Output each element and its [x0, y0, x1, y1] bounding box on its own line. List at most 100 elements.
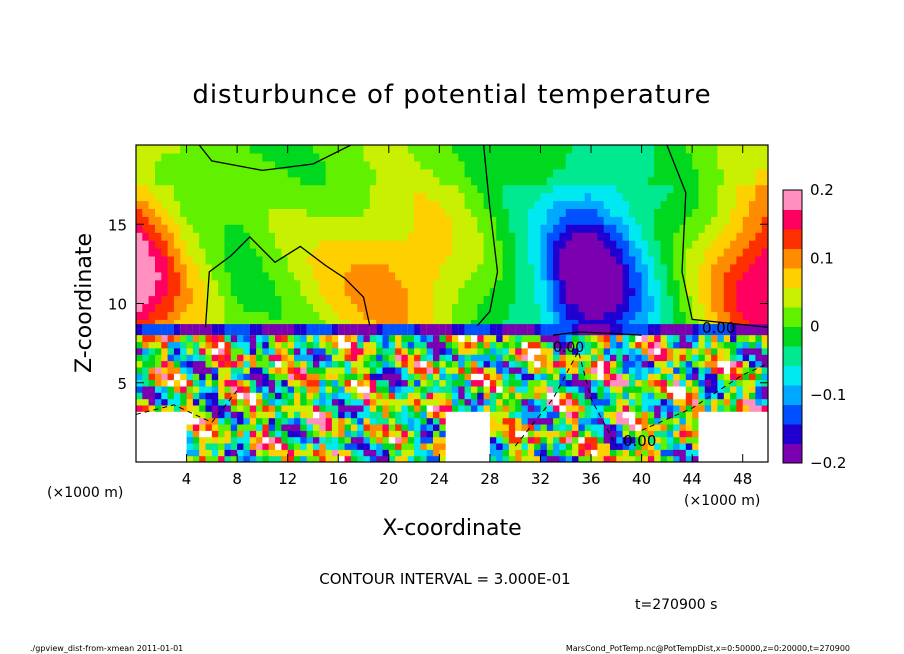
lower-layer-cell [452, 392, 459, 400]
lower-layer-cell [300, 449, 308, 457]
lower-layer-cell [357, 385, 365, 393]
upper-layer-cell [300, 263, 308, 273]
lower-layer-cell [673, 443, 681, 450]
upper-layer-cell [666, 303, 674, 312]
upper-layer-cell [666, 279, 674, 289]
upper-layer-cell [300, 255, 308, 265]
upper-layer-cell [471, 160, 478, 170]
lower-layer-cell [199, 398, 207, 406]
lower-layer-cell [578, 385, 586, 393]
upper-layer-cell [420, 208, 428, 217]
upper-layer-cell [742, 168, 750, 178]
lower-layer-cell [445, 417, 453, 425]
lower-layer-cell [578, 417, 586, 425]
lower-layer-cell [363, 360, 371, 368]
upper-layer-cell [369, 232, 377, 241]
upper-layer-cell [433, 152, 440, 162]
upper-layer-cell [755, 295, 763, 305]
lower-layer-cell [439, 360, 447, 368]
lower-layer-cell [376, 373, 384, 381]
lower-layer-cell [199, 443, 207, 450]
lower-layer-cell [578, 424, 586, 431]
upper-layer-cell [679, 295, 687, 305]
lower-layer-cell [546, 430, 554, 438]
upper-layer-cell [711, 319, 718, 328]
upper-layer-cell [433, 271, 440, 281]
lower-layer-cell [679, 354, 687, 362]
interface-band-cell [483, 324, 491, 336]
lower-layer-cell [755, 341, 763, 349]
lower-layer-cell [395, 417, 402, 425]
lower-layer-cell [363, 417, 371, 425]
upper-layer-cell [629, 255, 636, 265]
lower-layer-cell [483, 373, 491, 381]
upper-layer-cell [489, 168, 497, 178]
upper-layer-cell [256, 232, 263, 241]
lower-layer-cell [180, 424, 188, 431]
upper-layer-cell [603, 287, 611, 297]
lower-layer-cell [711, 392, 718, 400]
upper-layer-cell [673, 279, 681, 289]
lower-layer-cell [553, 341, 560, 349]
interface-band-cell [508, 324, 516, 336]
lower-layer-cell [186, 398, 194, 406]
lower-layer-cell [224, 424, 232, 431]
upper-layer-cell [527, 295, 535, 305]
upper-layer-cell [395, 152, 402, 162]
upper-layer-cell [610, 160, 617, 170]
lower-layer-cell [142, 366, 150, 374]
lower-layer-cell [313, 430, 320, 438]
lower-layer-cell [294, 411, 301, 419]
upper-layer-cell [755, 240, 763, 249]
upper-layer-cell [445, 311, 453, 320]
interface-band-cell [155, 324, 162, 336]
lower-layer-cell [546, 449, 554, 457]
lower-layer-cell [692, 417, 700, 425]
lower-layer-cell [230, 430, 238, 438]
lower-layer-cell [433, 366, 440, 374]
lower-layer-cell [603, 404, 611, 412]
lower-layer-cell [382, 341, 390, 349]
upper-layer-cell [559, 248, 567, 257]
upper-layer-cell [357, 240, 365, 249]
upper-layer-cell [180, 311, 188, 320]
upper-layer-cell [515, 224, 523, 233]
lower-layer-cell [186, 430, 194, 438]
interface-band-cell [660, 324, 668, 336]
lower-layer-cell [268, 392, 276, 400]
upper-layer-cell [452, 295, 459, 305]
interface-band-cell [622, 324, 630, 336]
lower-layer-cell [730, 354, 737, 362]
upper-layer-cell [660, 248, 668, 257]
lower-layer-cell [344, 455, 352, 462]
upper-layer-cell [591, 263, 598, 273]
upper-layer-cell [736, 168, 744, 178]
upper-layer-cell [578, 216, 586, 225]
upper-layer-cell [344, 184, 352, 194]
lower-layer-cell [749, 455, 756, 462]
lower-layer-cell [622, 366, 630, 374]
lower-layer-cell [262, 366, 270, 374]
interface-band-cell [205, 324, 213, 336]
upper-layer-cell [723, 248, 731, 257]
lower-layer-cell [527, 354, 535, 362]
upper-layer-cell [742, 287, 750, 297]
upper-layer-cell [685, 311, 693, 320]
upper-layer-cell [508, 160, 516, 170]
upper-layer-cell [319, 216, 327, 225]
upper-layer-cell [521, 319, 529, 328]
lower-layer-cell [331, 430, 339, 438]
lower-layer-cell [641, 373, 649, 381]
upper-layer-cell [584, 311, 592, 320]
upper-layer-cell [673, 200, 681, 209]
lower-layer-cell [180, 455, 188, 462]
upper-layer-cell [363, 184, 371, 194]
upper-layer-cell [578, 255, 586, 265]
upper-layer-cell [471, 287, 478, 297]
lower-layer-cell [275, 373, 282, 381]
upper-layer-cell [186, 145, 194, 154]
lower-layer-cell [647, 385, 655, 393]
upper-layer-cell [749, 303, 756, 312]
lower-layer-cell [161, 404, 169, 412]
lower-layer-cell [161, 373, 169, 381]
